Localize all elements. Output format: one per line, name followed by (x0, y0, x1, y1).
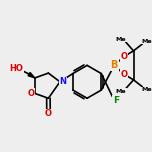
Text: Me: Me (116, 37, 126, 42)
Text: O: O (120, 52, 127, 61)
Text: B: B (111, 60, 118, 70)
Text: HO: HO (10, 64, 23, 73)
Text: N: N (59, 77, 66, 86)
Text: O: O (28, 89, 35, 98)
Text: Me: Me (142, 87, 152, 92)
Text: Me: Me (142, 39, 152, 44)
Text: F: F (113, 96, 119, 105)
Text: O: O (120, 70, 127, 79)
Text: Me: Me (116, 89, 126, 94)
Polygon shape (28, 73, 35, 78)
Text: O: O (45, 109, 52, 118)
